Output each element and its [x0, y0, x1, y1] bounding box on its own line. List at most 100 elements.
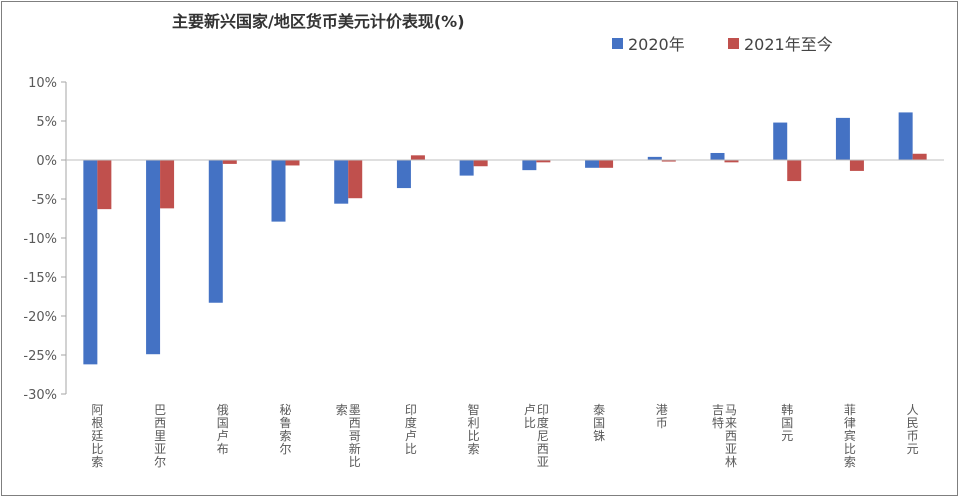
x-category-label-char: 国	[593, 416, 605, 430]
y-tick-label: 5%	[36, 115, 57, 130]
x-category-label-char: 韩	[781, 402, 793, 417]
x-category-label-char: 尔	[279, 441, 291, 456]
bar-2020	[146, 160, 161, 355]
legend-swatch-2021-ytd	[728, 37, 739, 49]
x-category-label-char: 索	[468, 442, 480, 456]
x-category-label-char: 俄	[217, 403, 229, 417]
x-category-label-char: 西	[537, 442, 549, 456]
x-category-label-char: 尼	[537, 429, 549, 443]
bar-2021-ytd	[787, 160, 802, 182]
x-category-label: 港币	[656, 403, 668, 430]
bar-2021-ytd	[661, 160, 676, 162]
bar-2021-ytd	[348, 160, 363, 199]
y-tick-label: -20%	[23, 310, 57, 325]
x-category-label-char: 鲁	[279, 416, 291, 430]
x-category-label-char: 亚	[537, 455, 549, 469]
x-category-label-char: 索	[844, 455, 856, 469]
bar-2021-ytd	[97, 160, 112, 210]
bar-2021-ytd	[599, 160, 614, 168]
x-category-label-char: 新	[349, 441, 361, 456]
x-category-label-char: 智	[468, 402, 480, 417]
bar-2021-ytd	[285, 160, 300, 166]
x-category-label-char: 印	[537, 403, 549, 417]
x-category-label-char: 索	[336, 403, 348, 417]
bar-2021-ytd	[222, 160, 237, 164]
x-category-label: 韩国元	[781, 402, 793, 443]
x-category-label-char: 利	[468, 416, 480, 430]
x-category-label-char: 泰	[593, 403, 605, 417]
x-category-label-char: 亚	[154, 442, 166, 456]
x-category-label-char: 西	[154, 416, 166, 430]
bar-2020	[898, 112, 913, 160]
x-category-label-char: 廷	[91, 429, 103, 443]
x-category-label: 泰国铢	[593, 403, 605, 443]
x-category-label-char: 人	[907, 403, 919, 417]
x-category-label-char: 比	[524, 416, 536, 430]
legend-label-2020: 2020年	[628, 35, 685, 54]
x-category-label-char: 度	[537, 415, 549, 430]
x-category-label-char: 吉	[712, 403, 724, 417]
bar-2020	[710, 152, 725, 160]
bar-2021-ytd	[536, 160, 551, 163]
x-category-label-char: 律	[844, 416, 856, 430]
x-category-label-char: 比	[405, 442, 417, 456]
bar-2021-ytd	[724, 160, 739, 163]
legend-swatch-2020	[612, 37, 623, 49]
y-tick-label: -5%	[32, 193, 57, 208]
bar-2021-ytd	[473, 160, 488, 167]
bar-2020	[522, 160, 537, 171]
bar-2020	[585, 160, 600, 168]
x-category-label-char: 比	[844, 442, 856, 456]
bar-2020	[835, 117, 850, 160]
x-category-label-char: 墨	[349, 403, 361, 417]
x-category-label-char: 布	[217, 442, 229, 456]
bar-2021-ytd	[410, 155, 425, 160]
x-category-label-char: 秘	[279, 403, 291, 417]
x-category-label-char: 林	[725, 455, 737, 469]
x-category-label-char: 度	[405, 415, 417, 430]
x-category-label-char: 索	[279, 429, 291, 443]
bar-2020	[396, 160, 411, 189]
x-category-label-char: 特	[712, 415, 724, 430]
x-category-label-char: 印	[405, 403, 417, 417]
x-category-label-char: 元	[781, 429, 793, 443]
x-category-label-char: 索	[91, 455, 103, 469]
x-category-label-char: 国	[781, 416, 793, 430]
y-tick-label: 10%	[28, 76, 57, 91]
chart-title: 主要新兴国家/地区货币美元计价表现(%)	[172, 12, 465, 31]
x-category-label-char: 哥	[349, 429, 361, 443]
bar-2020	[208, 160, 223, 303]
bar-2020	[647, 156, 662, 160]
x-category-label-char: 卢	[405, 428, 417, 443]
bar-2021-ytd	[912, 153, 927, 160]
x-category-label-char: 马	[725, 403, 737, 417]
legend-item-2021-ytd: 2021年至今	[728, 31, 833, 55]
x-category-label-char: 阿	[91, 403, 103, 417]
bar-2020	[271, 160, 286, 222]
y-tick-label: -25%	[23, 349, 57, 364]
x-category-label-char: 比	[468, 429, 480, 443]
x-category-label-char: 民	[907, 416, 919, 430]
x-category-label-char: 里	[154, 429, 166, 443]
x-category-label-char: 国	[217, 416, 229, 430]
x-category-label-char: 比	[349, 455, 361, 469]
x-category-label-char: 西	[725, 429, 737, 443]
legend-item-2020: 2020年	[612, 31, 685, 55]
x-category-label-char: 尔	[154, 454, 166, 469]
x-category-label-char: 卢	[217, 428, 229, 443]
bar-2021-ytd	[849, 160, 864, 171]
y-tick-label: -10%	[23, 232, 57, 247]
y-tick-label: 0%	[36, 154, 57, 169]
